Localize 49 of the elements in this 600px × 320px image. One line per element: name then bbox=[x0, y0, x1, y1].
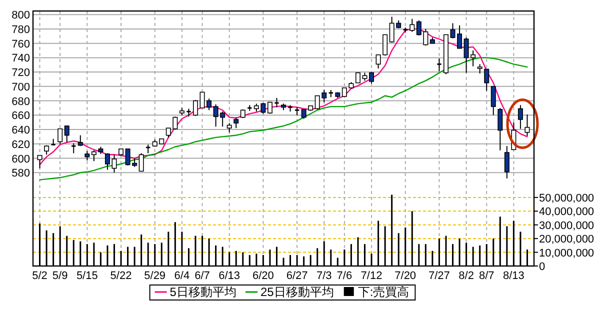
candlestick bbox=[274, 97, 280, 108]
candlestick bbox=[78, 134, 83, 147]
candlestick bbox=[524, 114, 530, 136]
category-label: 5/22 bbox=[110, 270, 132, 282]
category-label: 8/7 bbox=[478, 270, 494, 282]
category-label: 6/13 bbox=[218, 270, 240, 282]
category-label: 8/2 bbox=[458, 270, 474, 282]
candlestick bbox=[226, 122, 232, 133]
axis-y2: 0 10,000,000 20,000,000 30,000,000 40,000,000 50,000,000 bbox=[534, 192, 594, 273]
category-label: 6/27 bbox=[286, 270, 308, 282]
candlestick bbox=[504, 146, 510, 179]
category-label: 7/20 bbox=[394, 270, 416, 282]
candlestick bbox=[498, 107, 503, 151]
category-label: 7/6 bbox=[336, 270, 352, 282]
candlestick bbox=[436, 58, 442, 72]
category-label: 5/29 bbox=[144, 270, 166, 282]
category-label: 6/20 bbox=[252, 270, 274, 282]
legend-label: 5日移動平均 bbox=[170, 285, 236, 299]
category-label: 7/3 bbox=[316, 270, 332, 282]
candlestick bbox=[490, 86, 496, 116]
candlestick bbox=[64, 125, 70, 143]
category-label: 8/13 bbox=[502, 270, 524, 282]
candlestick bbox=[192, 100, 198, 116]
candlestick bbox=[518, 104, 523, 130]
category-label: 6/4 bbox=[174, 270, 190, 282]
candlestick bbox=[37, 154, 42, 169]
legend-label: 25日移動平均 bbox=[260, 285, 334, 299]
y2-tick-label: 10,000,000 bbox=[539, 247, 594, 260]
candlestick bbox=[84, 150, 90, 161]
candlestick bbox=[484, 68, 490, 92]
candlestick bbox=[138, 152, 144, 172]
candlestick bbox=[410, 18, 415, 32]
candlestick bbox=[369, 72, 374, 84]
category-label: 5/9 bbox=[52, 270, 68, 282]
axis-y: 580 600 620 640 660 680 700 720 740 760 780 800 bbox=[12, 10, 30, 180]
candlestick bbox=[477, 64, 482, 74]
y2-tick-label: 20,000,000 bbox=[539, 234, 594, 246]
category-label: 5/15 bbox=[76, 270, 98, 282]
category-label: 7/27 bbox=[428, 270, 450, 282]
y2-tick-label: 50,000,000 bbox=[539, 192, 594, 204]
legend-label: 下:売買高 bbox=[358, 285, 410, 299]
candlestick bbox=[58, 128, 63, 144]
category-label: 6/7 bbox=[194, 270, 210, 282]
category-label: 5/2 bbox=[32, 270, 48, 282]
y2-tick-label: 30,000,000 bbox=[539, 220, 594, 232]
y2-tick-label: 0 bbox=[539, 261, 546, 273]
category-label: 7/12 bbox=[360, 270, 382, 282]
candlestick bbox=[234, 116, 239, 129]
y2-tick-label: 40,000,000 bbox=[539, 206, 594, 218]
